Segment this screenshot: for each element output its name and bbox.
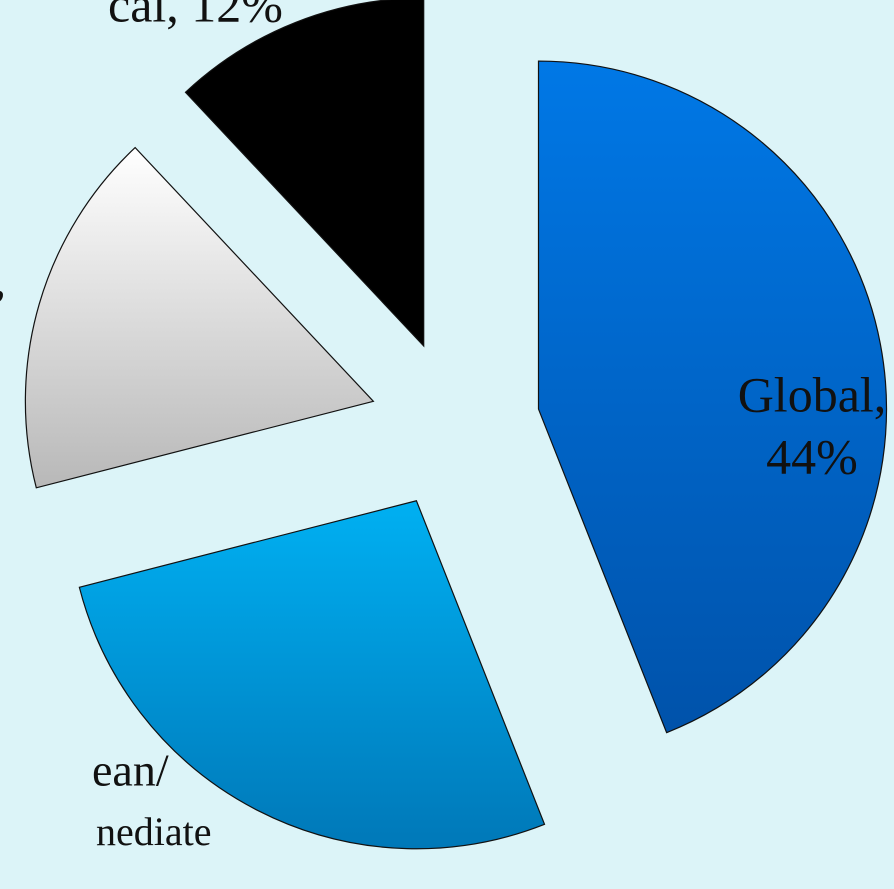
slice-label: Global,	[738, 366, 887, 422]
slice-label: ,	[0, 254, 6, 307]
slice-label: cal, 12%	[108, 0, 283, 32]
pie-slice	[24, 146, 375, 489]
pie-slice	[184, 0, 425, 348]
pie-slice	[537, 60, 888, 734]
slice-label: ean/	[92, 745, 169, 796]
pie-slice	[78, 500, 546, 850]
slice-label: nediate	[96, 809, 212, 854]
slice-label: 44%	[766, 428, 858, 484]
